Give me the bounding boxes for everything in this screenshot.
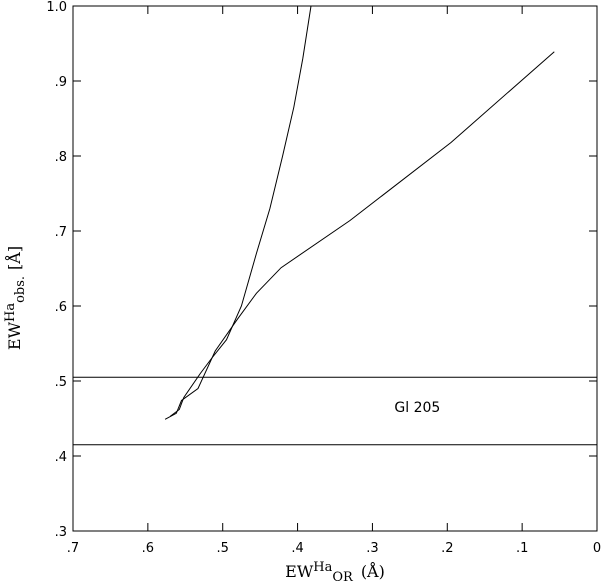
x-axis-label-sup: Ha [313,560,332,575]
y-axis-label-sup: Ha [3,303,18,322]
x-tick-label: .1 [516,541,528,556]
y-axis-label: EWHaobs. [Å] [3,246,28,350]
annotation-label: Gl 205 [394,400,440,416]
x-tick-label: 0 [593,541,601,556]
x-axis-label-unit: (Å) [361,561,385,581]
y-tick-label: .8 [55,150,67,165]
x-tick-label: .7 [67,541,79,556]
x-axis-label-sub: QR [332,570,354,581]
y-tick-label: .6 [55,300,67,315]
y-tick-label: .3 [55,525,67,540]
y-tick-label: .7 [55,225,67,240]
y-tick-label: .9 [55,75,67,90]
y-tick-label: .4 [55,450,67,465]
reference-lines [73,376,597,446]
annotation-layer: Gl 205 [394,400,440,416]
x-axis-label: EWHaQR (Å) [285,560,385,581]
x-tick-label: .2 [441,541,453,556]
x-tick-label: .5 [217,541,229,556]
x-tick-label: .3 [366,541,378,556]
x-tick-label: .4 [291,541,303,556]
series-line-2 [164,51,555,420]
y-axis-label-main: EW [5,321,24,350]
y-tick-label: .5 [55,375,67,390]
x-axis-label-main: EW [285,562,314,581]
x-tick-label: .6 [142,541,154,556]
y-tick-label: 1.0 [46,0,67,15]
plot-frame [72,5,598,532]
series-line-1 [169,5,312,417]
series-layer [164,5,555,420]
y-axis-label-sub: obs. [13,276,28,303]
y-axis-label-unit: [Å] [4,246,24,270]
ticks-layer: .7 .6 .5 .4 .3 .2 .1 0 .3 .4 .5 .6 .7 .8 .9 1.0 [46,0,601,556]
